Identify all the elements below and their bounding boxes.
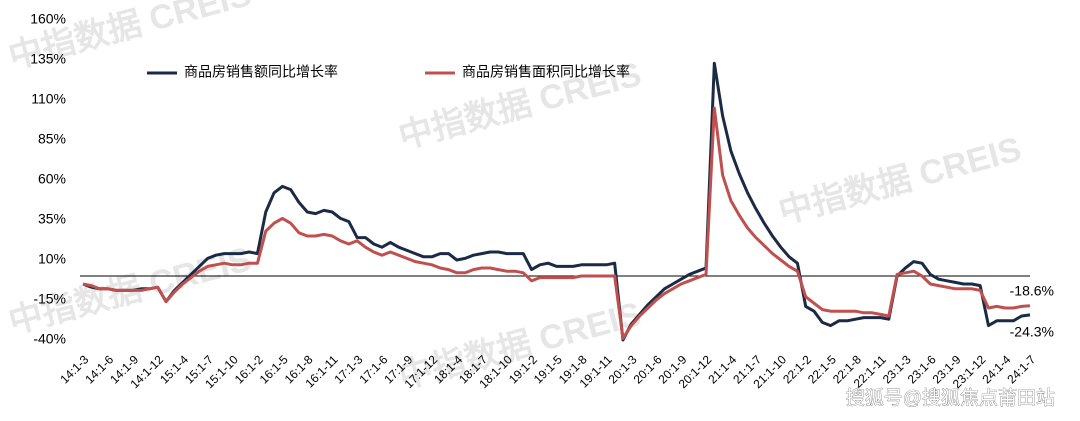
- y-tick-label: 10%: [38, 251, 66, 267]
- series-line: [82, 61, 1031, 342]
- y-tick-label: -15%: [33, 291, 66, 307]
- source-watermark: 搜狐号@搜狐焦点莆田站: [846, 387, 1055, 409]
- data-label: -18.6%: [1010, 282, 1054, 298]
- y-tick-label: -40%: [33, 331, 66, 347]
- legend-label: 商品房销售面积同比增长率: [462, 64, 630, 80]
- x-tick-label: 24:1-7: [1004, 352, 1038, 386]
- y-tick-label: 110%: [31, 91, 66, 107]
- y-tick-label: 85%: [38, 131, 66, 147]
- data-label: -24.3%: [1010, 324, 1054, 340]
- watermark: 中指数据 CREIS: [775, 130, 1026, 231]
- y-tick-label: 35%: [38, 211, 66, 227]
- y-tick-label: 60%: [38, 171, 66, 187]
- legend-label: 商品房销售额同比增长率: [184, 64, 338, 80]
- series-line: [82, 106, 1031, 340]
- watermarks: 中指数据 CREIS 中指数据 CREIS 中指数据 CREIS 中指数据 CR…: [5, 0, 1026, 396]
- y-tick-label: 160%: [30, 11, 66, 27]
- y-tick-label: 135%: [30, 51, 66, 67]
